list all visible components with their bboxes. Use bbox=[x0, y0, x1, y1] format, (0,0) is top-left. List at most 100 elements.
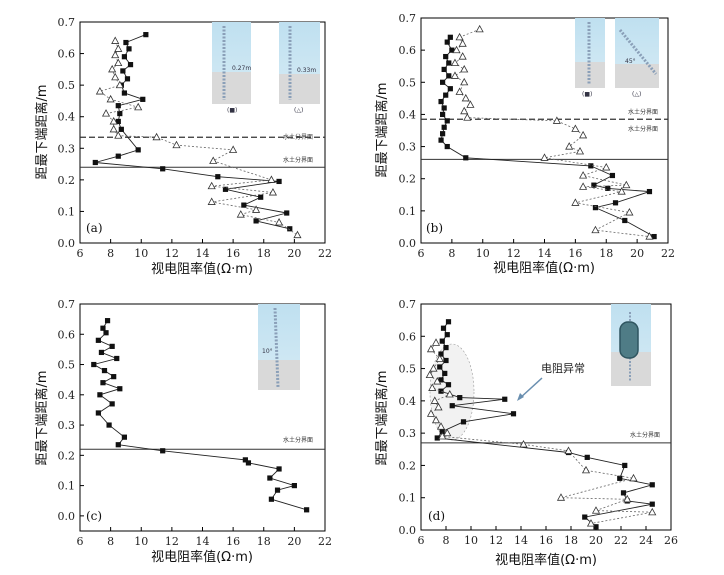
data-point-square bbox=[276, 466, 282, 472]
x-tick-label: 6 bbox=[77, 535, 84, 548]
y-tick-label: 0.3 bbox=[399, 427, 417, 440]
data-point-square bbox=[304, 507, 310, 513]
x-tick-label: 10 bbox=[464, 534, 478, 547]
data-point-triangle bbox=[445, 389, 454, 398]
anomaly-arrow bbox=[518, 377, 543, 400]
y-tick-label: 0.1 bbox=[58, 480, 76, 493]
data-point-square bbox=[446, 73, 452, 79]
x-tick-label: 16 bbox=[226, 247, 240, 260]
data-point-square bbox=[617, 475, 623, 481]
x-tick-label: 6 bbox=[418, 247, 425, 260]
y-tick-label: 0.6 bbox=[399, 330, 417, 343]
x-tick-label: 12 bbox=[489, 534, 503, 547]
data-point-square bbox=[457, 395, 463, 401]
data-point-square bbox=[612, 200, 619, 206]
data-point-square bbox=[291, 483, 297, 489]
data-point-triangle bbox=[458, 39, 467, 47]
y-tick-label: 0.3 bbox=[58, 142, 76, 155]
data-point-square bbox=[649, 501, 655, 507]
data-point-square bbox=[109, 343, 115, 349]
data-point-triangle bbox=[460, 77, 469, 86]
y-tick-label: 0.4 bbox=[399, 395, 417, 408]
data-point-triangle bbox=[463, 113, 472, 121]
interface-label-solid: 水土分界面 bbox=[283, 436, 313, 444]
data-point-triangle bbox=[431, 338, 441, 346]
y-tick-label: 0.0 bbox=[58, 510, 76, 523]
anomaly-highlight bbox=[429, 343, 475, 441]
x-tick-label: 16 bbox=[539, 534, 553, 547]
panel-b: (■) 45° (△) 水土分界面 水土分界面 (b) 视电阻率值(Ω·m) 距… bbox=[374, 12, 675, 276]
data-point-triangle bbox=[111, 72, 120, 81]
data-point-square bbox=[460, 419, 467, 425]
panel-label: (d) bbox=[428, 509, 445, 523]
data-point-square bbox=[439, 338, 445, 344]
data-point-square bbox=[592, 205, 599, 211]
data-point-square bbox=[109, 401, 115, 407]
data-point-square bbox=[276, 178, 282, 185]
inset-images bbox=[611, 304, 651, 386]
data-point-square bbox=[605, 185, 611, 191]
data-point-triangle bbox=[433, 377, 442, 385]
data-point-triangle bbox=[575, 146, 585, 155]
data-point-square bbox=[444, 118, 450, 124]
data-point-square bbox=[449, 47, 455, 53]
data-point-triangle bbox=[109, 117, 118, 125]
data-point-square bbox=[91, 361, 97, 368]
data-point-square bbox=[440, 79, 446, 85]
data-point-triangle bbox=[565, 142, 574, 150]
inset-depth-label-1: 0.27m bbox=[232, 65, 251, 72]
data-point-square bbox=[284, 210, 290, 216]
data-point-triangle bbox=[552, 116, 561, 124]
inset-marker-label-1: (■) bbox=[227, 107, 237, 114]
data-point-triangle bbox=[450, 58, 460, 66]
data-point-triangle bbox=[438, 431, 447, 440]
data-point-square bbox=[92, 159, 98, 166]
data-point-square bbox=[591, 182, 597, 188]
y-tick-label: 0.2 bbox=[399, 173, 417, 186]
data-point-square bbox=[160, 166, 166, 172]
data-point-triangle bbox=[114, 131, 123, 139]
data-point-square bbox=[115, 118, 121, 125]
data-point-triangle bbox=[274, 218, 284, 226]
data-point-square bbox=[114, 355, 120, 362]
panel-label: (a) bbox=[86, 221, 103, 235]
data-point-triangle bbox=[293, 230, 302, 239]
data-point-square bbox=[441, 124, 447, 130]
data-point-triangle bbox=[602, 163, 611, 171]
x-tick-label: 22 bbox=[318, 247, 332, 260]
data-point-square bbox=[463, 155, 469, 161]
x-tick-label: 14 bbox=[514, 534, 528, 547]
data-point-triangle bbox=[209, 156, 218, 164]
panel-label: (b) bbox=[426, 221, 443, 235]
x-tick-label: 6 bbox=[77, 247, 84, 260]
data-point-triangle bbox=[429, 364, 438, 372]
data-point-square bbox=[95, 410, 101, 416]
data-point-triangle bbox=[207, 181, 216, 190]
data-point-triangle bbox=[106, 94, 115, 103]
series-line-triangle bbox=[429, 342, 653, 524]
data-point-square bbox=[440, 111, 446, 118]
data-point-triangle bbox=[571, 124, 580, 132]
x-tick-label: 20 bbox=[287, 535, 301, 548]
data-point-square bbox=[120, 68, 126, 74]
y-axis-label: 距最下端距离/m bbox=[34, 370, 50, 465]
data-point-square bbox=[101, 367, 108, 374]
data-point-square bbox=[502, 396, 508, 402]
x-tick-label: 8 bbox=[448, 247, 455, 260]
y-tick-label: 0.5 bbox=[58, 79, 76, 92]
data-point-triangle bbox=[571, 198, 580, 206]
x-tick-label: 20 bbox=[287, 247, 301, 260]
data-point-square bbox=[622, 217, 628, 224]
data-point-triangle bbox=[591, 506, 601, 514]
y-tick-label: 0.2 bbox=[58, 174, 76, 187]
data-point-square bbox=[98, 349, 105, 356]
data-point-square bbox=[121, 54, 128, 60]
data-point-triangle bbox=[236, 210, 245, 218]
data-point-triangle bbox=[458, 52, 467, 60]
data-point-triangle bbox=[622, 180, 631, 189]
data-point-triangle bbox=[629, 473, 638, 482]
data-point-square bbox=[118, 126, 124, 132]
data-point-triangle bbox=[461, 93, 470, 102]
data-point-triangle bbox=[111, 50, 120, 59]
data-point-square bbox=[447, 34, 453, 40]
